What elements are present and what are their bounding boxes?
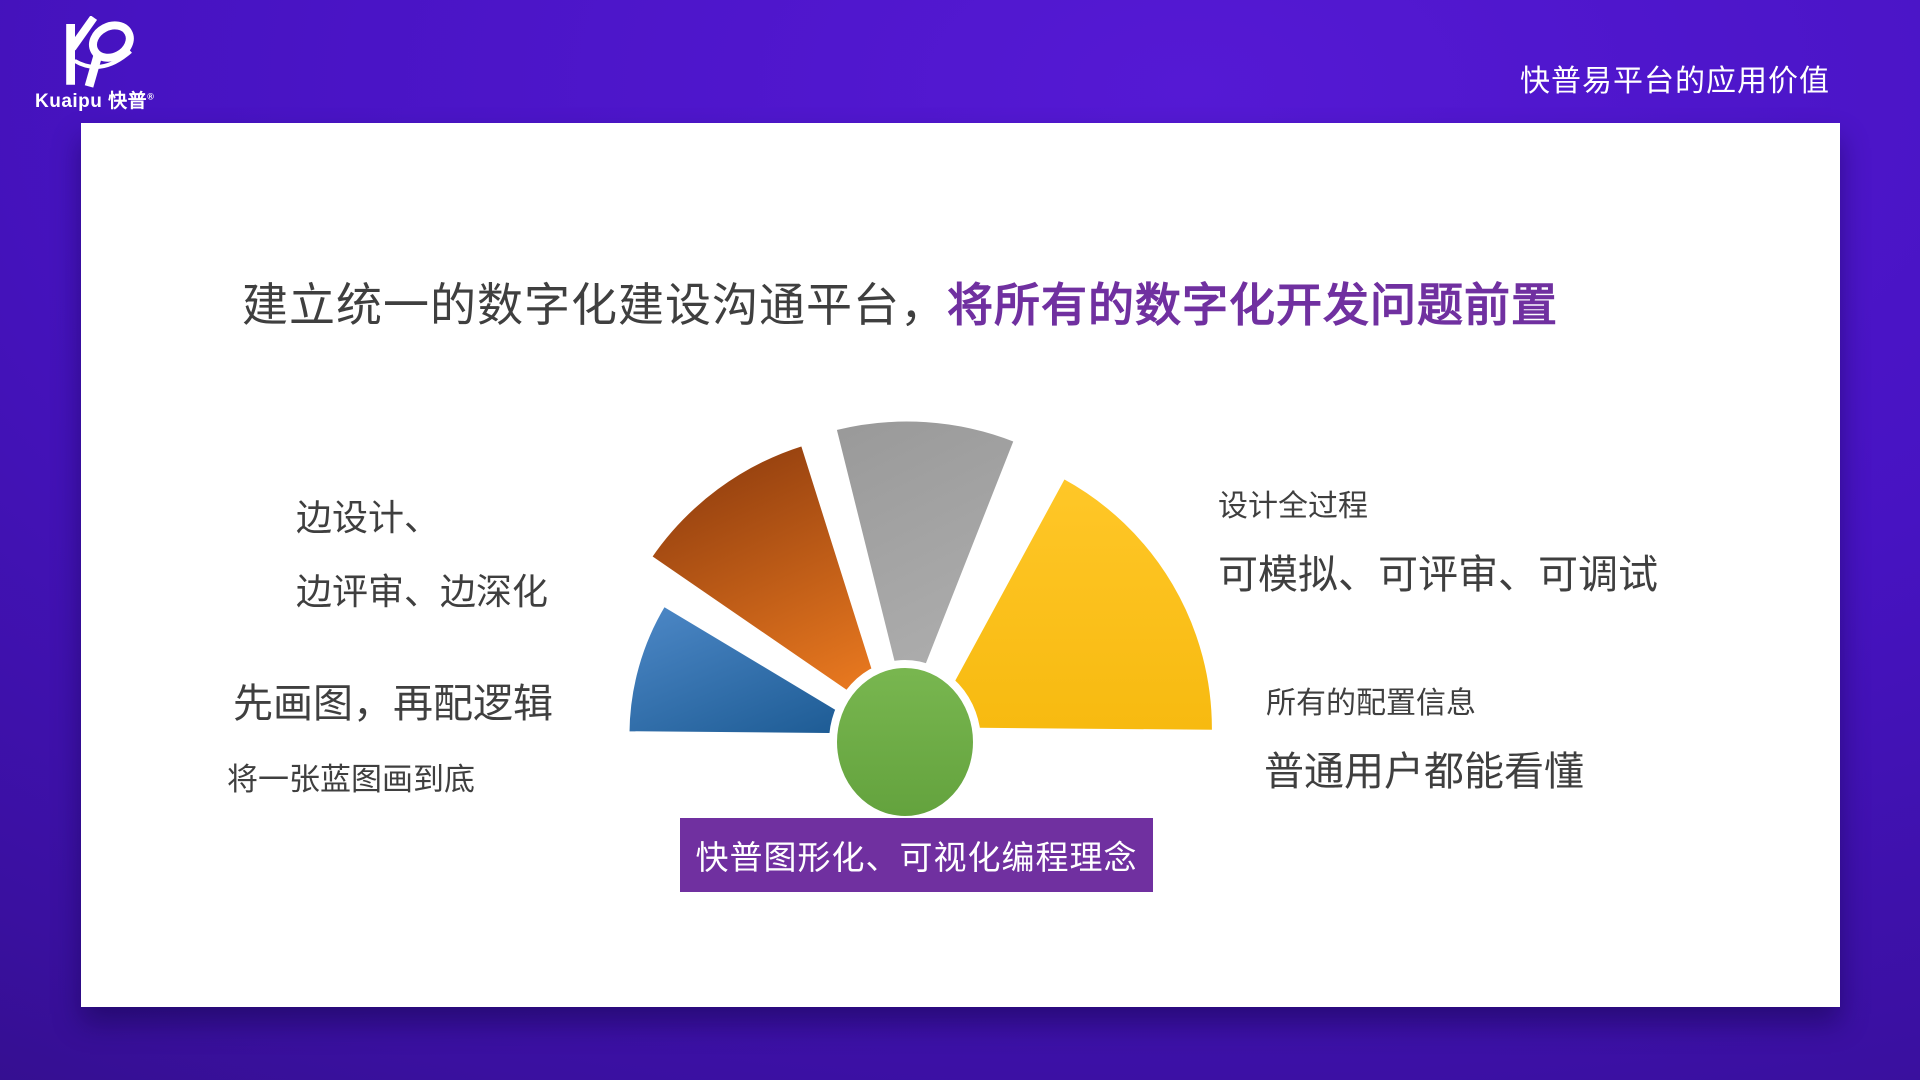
wedge-blue bbox=[626, 603, 882, 737]
idea-banner-label: 快普图形化、可视化编程理念 bbox=[695, 839, 1138, 876]
label-config-info: 所有的配置信息 普通用户都能看懂 bbox=[1264, 678, 1584, 797]
label-draw-first: 先画图，再配逻辑 将一张蓝图画到底 bbox=[227, 671, 553, 799]
heading-highlight: 将所有的数字化开发问题前置 bbox=[947, 279, 1558, 331]
wedge-gray bbox=[833, 418, 1017, 718]
heading-normal: 建立统一的数字化建设沟通平台， bbox=[242, 279, 947, 331]
label-full-process: 设计全过程 可模拟、可评审、可调试 bbox=[1218, 481, 1658, 600]
page-title: 快普易平台的应用价值 bbox=[1520, 65, 1830, 98]
label-line: 先画图，再配逻辑 bbox=[233, 682, 553, 726]
label-design-review: 边设计、 边评审、边深化 bbox=[296, 481, 548, 629]
label-line: 边设计、 bbox=[296, 497, 441, 538]
kuaipu-logo-text: Kuaipu 快普® bbox=[35, 91, 155, 112]
idea-banner: 快普图形化、可视化编程理念 bbox=[680, 818, 1153, 892]
label-line: 设计全过程 bbox=[1218, 490, 1368, 523]
label-line: 将一张蓝图画到底 bbox=[227, 762, 475, 797]
content-card: 建立统一的数字化建设沟通平台，将所有的数字化开发问题前置 边设计、 边评审、边深… bbox=[81, 123, 1840, 1007]
slide-heading: 建立统一的数字化建设沟通平台，将所有的数字化开发问题前置 bbox=[242, 269, 1558, 335]
label-line: 边评审、边深化 bbox=[296, 571, 549, 612]
kuaipu-logo: Kuaipu 快普® bbox=[35, 16, 185, 113]
wedge-orange bbox=[649, 443, 892, 723]
label-line: 普通用户都能看懂 bbox=[1264, 750, 1584, 794]
label-line: 可模拟、可评审、可调试 bbox=[1218, 553, 1658, 597]
label-line: 所有的配置信息 bbox=[1266, 687, 1476, 720]
kuaipu-logo-icon bbox=[66, 16, 134, 88]
fan-diagram bbox=[626, 418, 1215, 824]
center-circle bbox=[829, 660, 981, 824]
wedge-yellow bbox=[925, 475, 1215, 733]
